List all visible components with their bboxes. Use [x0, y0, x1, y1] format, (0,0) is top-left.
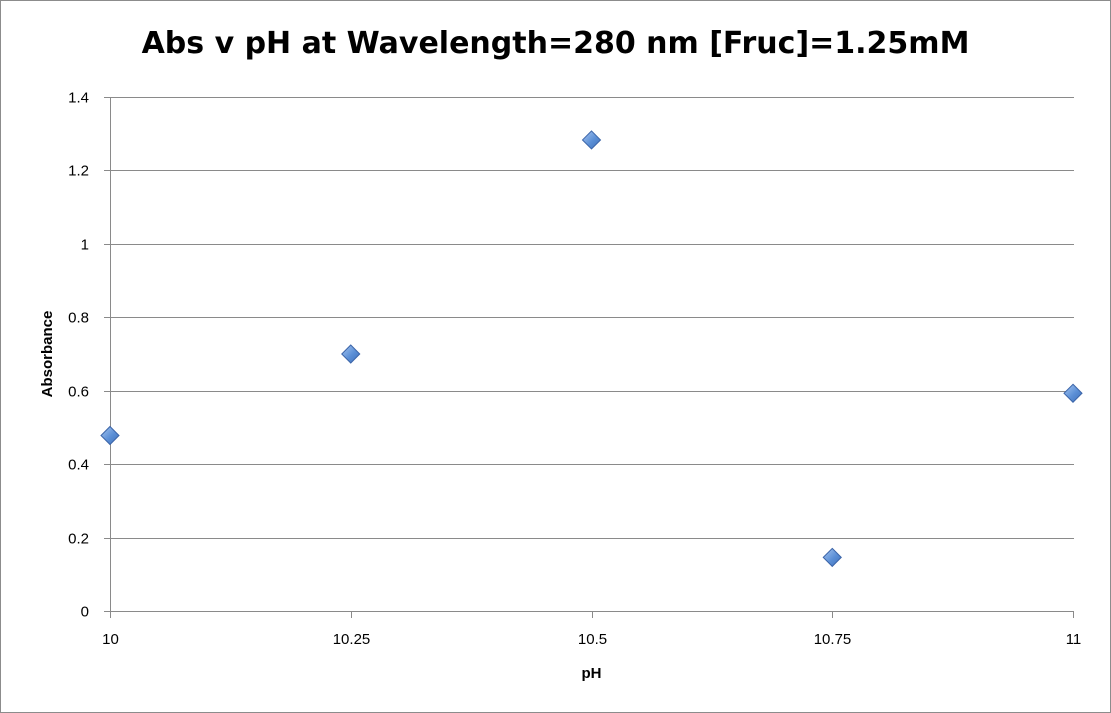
data-point	[581, 130, 602, 150]
data-point	[822, 547, 842, 568]
y-tick-label: 1.4	[68, 90, 89, 107]
data-points	[100, 130, 1083, 568]
x-tick-label: 11	[1066, 631, 1082, 648]
grid-lines	[110, 97, 1074, 539]
x-tick-label: 10.5	[578, 631, 607, 648]
x-axis-label: pH	[582, 665, 602, 682]
y-tick-label: 0	[81, 604, 89, 621]
x-tick-label: 10.25	[333, 631, 371, 648]
y-tick-label: 1	[81, 237, 89, 254]
data-point	[341, 344, 361, 364]
x-tick-labels: 10 10.25 10.5 10.75 11	[102, 631, 1081, 648]
y-axis-label: Absorbance	[39, 311, 56, 398]
axes	[104, 97, 1074, 618]
data-point	[1063, 383, 1083, 403]
y-tick-label: 0.2	[68, 531, 89, 548]
y-tick-labels: 0 0.2 0.4 0.6 0.8 1 1.2 1.4	[68, 90, 89, 621]
y-tick-label: 0.6	[68, 384, 89, 401]
chart-title: Abs v pH at Wavelength=280 nm [Fruc]=1.2…	[141, 26, 970, 61]
data-point	[100, 425, 120, 446]
x-tick-label: 10	[102, 631, 119, 648]
y-tick-label: 0.8	[68, 310, 89, 327]
y-tick-label: 0.4	[68, 457, 89, 474]
x-tick-label: 10.75	[814, 631, 852, 648]
y-tick-label: 1.2	[68, 163, 89, 180]
